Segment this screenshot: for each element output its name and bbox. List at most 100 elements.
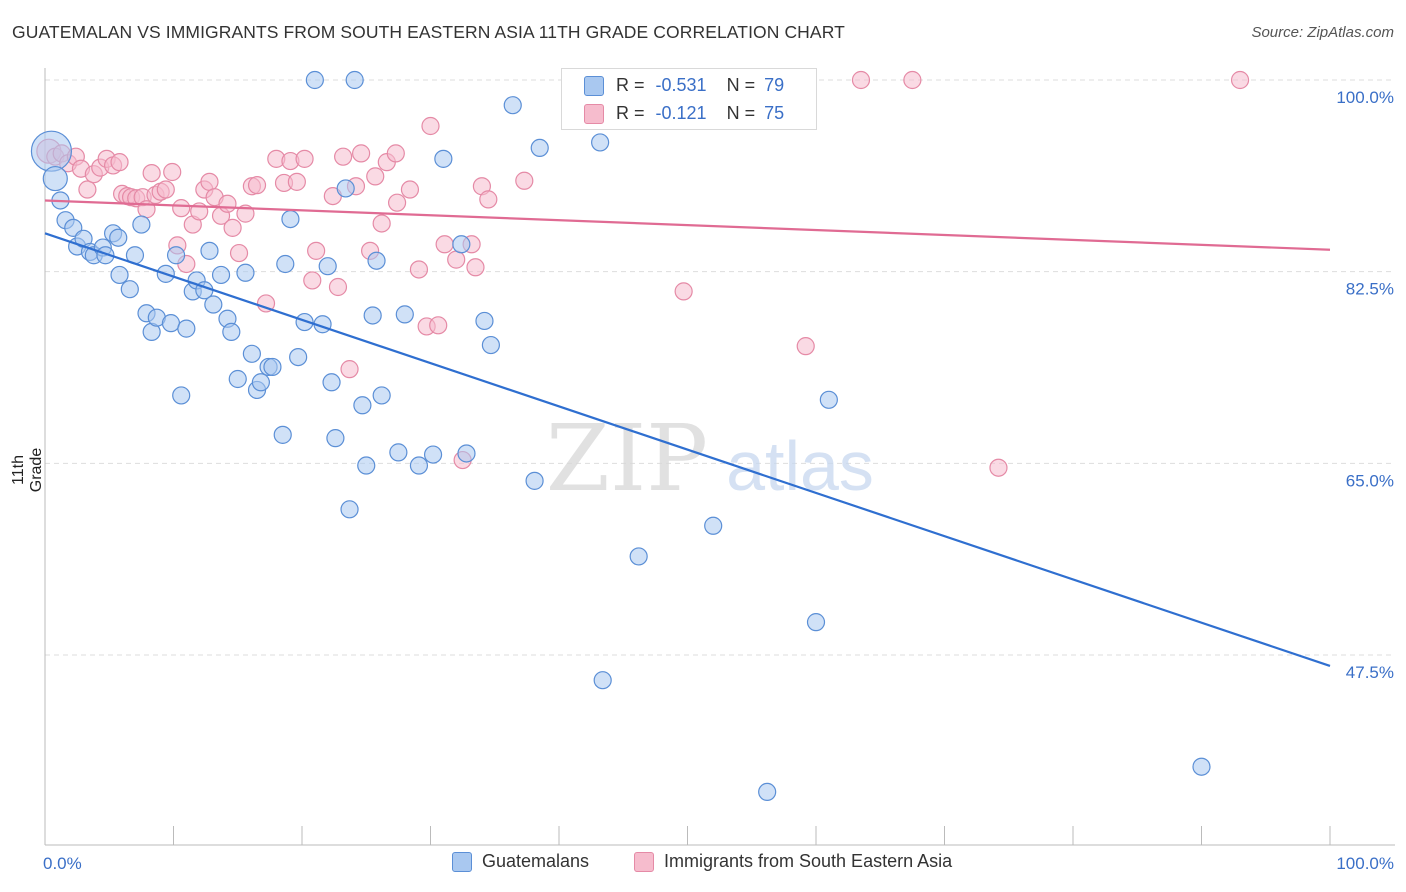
legend-item-immigrants: Immigrants from South Eastern Asia (634, 851, 952, 872)
immigrants-point (303, 271, 322, 290)
immigrants-point (851, 70, 871, 90)
axes (44, 68, 1395, 846)
guatemalans-point (251, 373, 270, 392)
guatemalans-point (336, 179, 355, 198)
guatemalans-point (204, 295, 223, 314)
immigrants-point (110, 153, 129, 172)
guatemalans-point (110, 265, 129, 285)
guatemalans-point (132, 215, 151, 234)
stats-n-value: 75 (764, 103, 785, 123)
x-tick-label: 0.0% (43, 854, 82, 873)
immigrants-point (387, 193, 407, 212)
trend-line-immigrants (44, 199, 1331, 251)
stats-legend: R = -0.531 N = 79 R = -0.121 N = 75 (561, 68, 817, 130)
guatemalans-point (166, 246, 186, 265)
guatemalans-point (276, 254, 295, 274)
immigrants-point (200, 172, 219, 191)
immigrants-point (515, 171, 534, 190)
guatemalans-point (423, 445, 443, 464)
x-tick-label: 100.0% (1336, 854, 1394, 873)
gridlines (45, 79, 1395, 656)
stats-n-label: N = (726, 103, 756, 123)
guatemalans-point (161, 314, 181, 333)
immigrants-point (307, 241, 326, 260)
immigrants-point (78, 180, 97, 199)
guatemalans-point (1192, 757, 1211, 776)
immigrants-point (435, 235, 454, 254)
immigrants-point (674, 282, 693, 301)
stats-n-label: N = (726, 75, 756, 95)
legend-swatch-blue (452, 851, 472, 872)
guatemalans-point (629, 547, 648, 566)
chart-title: GUATEMALAN VS IMMIGRANTS FROM SOUTH EAST… (12, 22, 845, 42)
trend-line-guatemalans (44, 232, 1331, 667)
guatemalans-point (503, 96, 522, 115)
stats-r-label: R = (616, 103, 645, 123)
immigrants-point (295, 149, 314, 168)
guatemalans-point (263, 357, 282, 377)
guatemalans-point (30, 130, 73, 172)
immigrants-point (256, 294, 276, 313)
guatemalans-point (326, 429, 345, 448)
guatemalans-point (96, 246, 115, 265)
guatemalans-point (340, 500, 359, 519)
immigrants-point (218, 194, 237, 213)
guatemalans-point (353, 396, 372, 415)
guatemalans-point (357, 456, 376, 475)
guatemalans-point (120, 280, 139, 299)
guatemalans-point (525, 471, 544, 490)
guatemalans-point (704, 516, 723, 535)
immigrants-point (447, 250, 466, 269)
immigrants-point (247, 176, 267, 195)
watermark: ZIP atlas (546, 405, 874, 512)
stats-swatch-blue (584, 75, 604, 96)
immigrants-point (328, 277, 348, 297)
immigrants-point (989, 458, 1008, 477)
stats-r-value: -0.121 (655, 103, 707, 123)
guatemalans-point (389, 443, 408, 462)
guatemalans-point (457, 444, 476, 463)
guatemalans-point (409, 456, 429, 475)
immigrants-point (466, 258, 485, 277)
immigrants-point (796, 337, 815, 356)
immigrants-point (386, 144, 405, 163)
guatemalans-point (806, 613, 826, 632)
immigrants-point (366, 167, 385, 186)
guatemalans-point (345, 70, 364, 90)
immigrants-point (172, 199, 191, 218)
y-tick-label: 65.0% (1346, 471, 1394, 490)
guatemalans-point (475, 311, 494, 331)
guatemalans-point (242, 344, 261, 363)
immigrants-point (340, 360, 359, 379)
guatemalans-point (222, 322, 241, 342)
immigrants-point (429, 316, 448, 335)
immigrants-point (163, 162, 182, 182)
guatemalans-point (273, 425, 292, 444)
guatemalans-point (593, 671, 612, 690)
guatemalans-point (177, 319, 196, 338)
guatemalans-point (236, 263, 255, 282)
guatemalans-point (318, 257, 337, 276)
guatemalans-point (363, 306, 382, 325)
trend-lines (44, 199, 1331, 667)
guatemalans-point (395, 305, 414, 324)
stats-swatch-pink (584, 103, 604, 124)
guatemalans-point (200, 241, 219, 260)
guatemalans-point (42, 165, 68, 192)
immigrants-point (903, 70, 922, 90)
immigrants-point (229, 243, 249, 263)
immigrants-point (334, 147, 353, 166)
guatemalans-point (758, 782, 777, 802)
immigrants-point (287, 172, 306, 191)
stats-n-value: 79 (764, 75, 785, 95)
immigrants-point (223, 218, 242, 237)
immigrants-point (352, 144, 371, 163)
guatemalans-point (322, 373, 341, 392)
guatemalans-point (109, 228, 128, 247)
guatemalans-point (481, 335, 500, 355)
guatemalans-point (591, 133, 610, 152)
legend-label-immigrants: Immigrants from South Eastern Asia (664, 851, 953, 871)
guatemalans-point (289, 347, 308, 367)
immigrants-point (479, 190, 498, 209)
